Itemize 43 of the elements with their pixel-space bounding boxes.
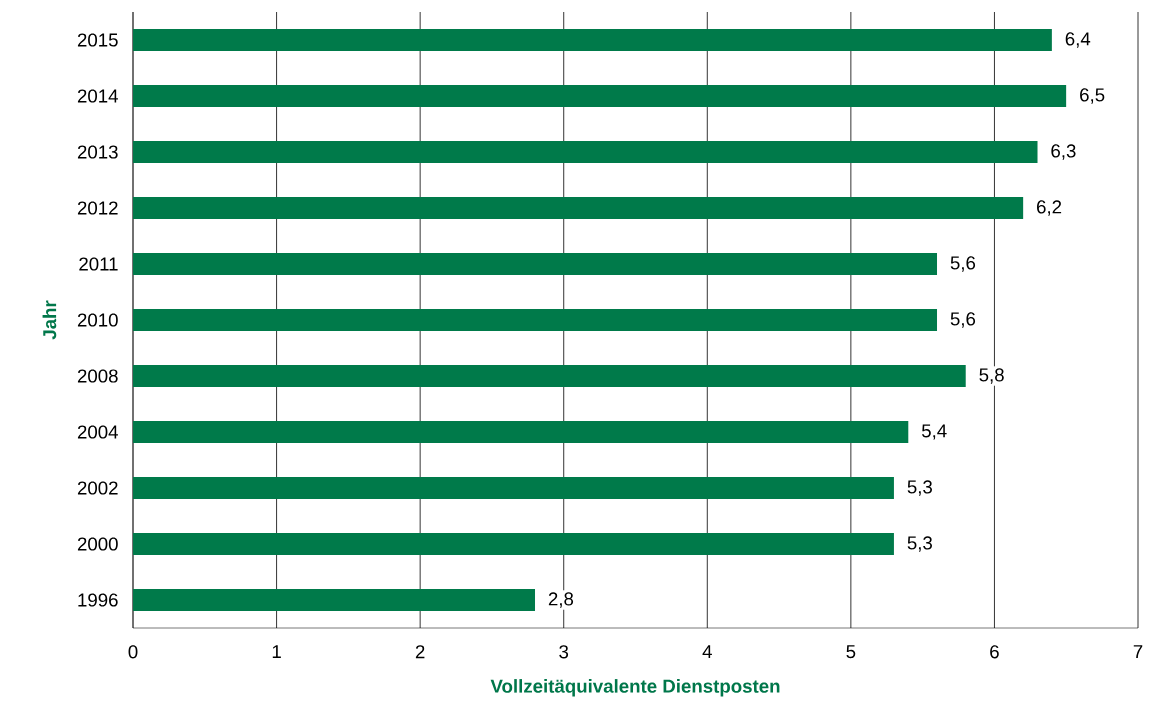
x-tick-label: 2 xyxy=(415,645,425,659)
bar xyxy=(133,141,1038,163)
data-label: 5,3 xyxy=(907,536,932,552)
y-tick-label: 2000 xyxy=(77,537,118,551)
x-axis-title: Vollzeitäquivalente Dienstposten xyxy=(490,679,780,697)
x-tick-label: 0 xyxy=(128,645,138,659)
bar xyxy=(133,477,894,500)
y-tick-label: 2013 xyxy=(77,145,118,159)
data-label: 5,4 xyxy=(921,424,947,440)
x-tick-label: 3 xyxy=(559,645,569,659)
data-label: 6,4 xyxy=(1065,32,1091,48)
x-tick-label: 5 xyxy=(846,645,856,659)
y-tick-label: 2014 xyxy=(77,89,118,103)
data-label: 5,6 xyxy=(950,256,976,272)
y-tick-label: 2008 xyxy=(77,369,118,383)
bar xyxy=(133,365,966,388)
bar xyxy=(133,197,1024,219)
y-tick-label: 2010 xyxy=(77,313,118,327)
data-label: 6,2 xyxy=(1037,200,1062,216)
bar xyxy=(133,309,938,332)
bar xyxy=(133,421,909,444)
y-tick-label: 2012 xyxy=(77,201,118,215)
y-tick-label: 2002 xyxy=(77,481,118,495)
data-label: 6,5 xyxy=(1080,88,1105,104)
bar xyxy=(133,29,1052,51)
bar xyxy=(133,85,1067,107)
x-tick-label: 7 xyxy=(1133,645,1143,659)
x-tick-label: 6 xyxy=(990,645,999,659)
bar xyxy=(133,589,536,612)
data-label: 2,8 xyxy=(548,592,574,608)
data-label: 5,6 xyxy=(950,312,976,328)
x-tick-label: 4 xyxy=(702,645,712,659)
data-label: 5,3 xyxy=(907,480,932,496)
bar xyxy=(133,253,938,275)
y-tick-label: 2004 xyxy=(77,425,118,439)
y-tick-label: 1996 xyxy=(78,593,118,607)
bar xyxy=(133,533,894,556)
data-label: 5,8 xyxy=(979,368,1004,384)
y-tick-label: 2011 xyxy=(79,257,118,271)
y-axis-title: Jahr xyxy=(42,300,57,340)
y-tick-label: 2015 xyxy=(77,33,118,47)
x-tick-label: 1 xyxy=(272,645,281,659)
data-label: 6,3 xyxy=(1051,144,1076,160)
